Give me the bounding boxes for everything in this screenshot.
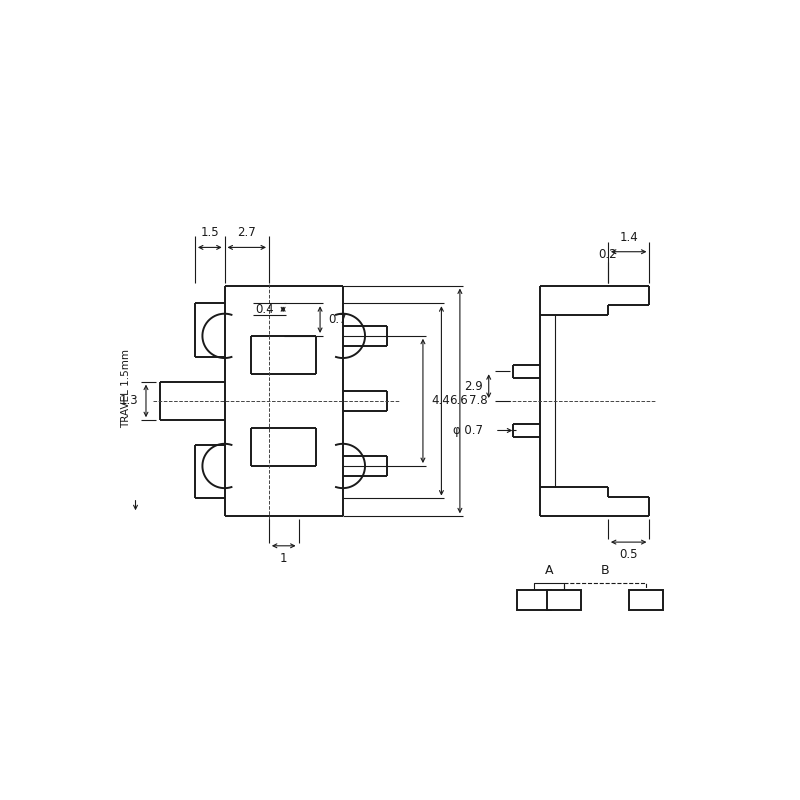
Bar — [517, 590, 550, 610]
Text: A: A — [545, 564, 553, 577]
Text: 1.3: 1.3 — [119, 394, 138, 407]
Text: 1.5: 1.5 — [201, 226, 219, 239]
Text: 0.7: 0.7 — [328, 313, 346, 326]
Text: B: B — [601, 564, 610, 577]
Text: 7.8: 7.8 — [469, 394, 488, 407]
Bar — [546, 590, 581, 610]
Text: 1: 1 — [280, 552, 287, 565]
Text: 0.4: 0.4 — [255, 302, 274, 316]
Text: 6.6: 6.6 — [450, 394, 468, 407]
Text: φ 0.7: φ 0.7 — [453, 424, 482, 437]
Text: TRAVEL 1.5mm: TRAVEL 1.5mm — [121, 349, 130, 428]
Text: 4.4: 4.4 — [431, 394, 450, 407]
Text: 2.9: 2.9 — [464, 380, 482, 393]
Text: 0.5: 0.5 — [619, 548, 638, 562]
Text: 1.4: 1.4 — [619, 230, 638, 244]
Text: 0.2: 0.2 — [598, 248, 618, 261]
Bar — [630, 590, 663, 610]
Text: 2.7: 2.7 — [238, 226, 256, 239]
